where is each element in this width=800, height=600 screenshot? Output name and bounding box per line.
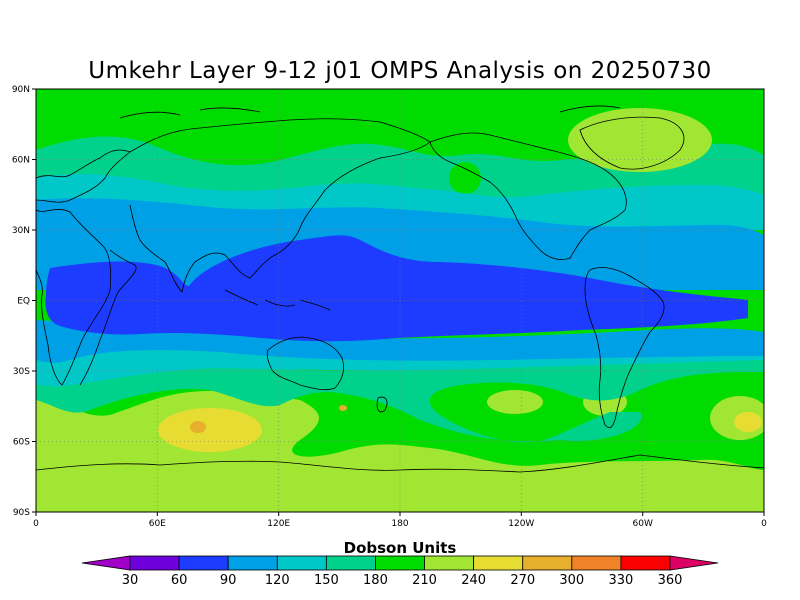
colorbar-swatch <box>571 555 622 571</box>
coastline-arctic-islands <box>119 105 621 119</box>
coastline-north-america <box>429 132 627 260</box>
colorbar-swatch <box>620 555 671 571</box>
coastline-new-zealand <box>376 396 388 413</box>
coastline-africa-europe <box>36 209 112 386</box>
field-band-240-270-blob <box>158 408 262 452</box>
field-band-180-210-blob <box>449 162 481 194</box>
field-band-270-300-blob <box>190 421 206 433</box>
coastline-asia <box>129 118 431 293</box>
lon-label: 0 <box>761 519 767 529</box>
colorbar-labels: 30 60 90 120 150 180 210 240 270 300 330 360 <box>122 573 683 588</box>
colorbar-level-label: 360 <box>658 573 683 588</box>
colorbar-swatch <box>227 555 278 571</box>
colorbar-swatch <box>522 555 573 571</box>
latitude-labels: 90N 60N 30N EQ 30S 60S 90S <box>12 85 30 518</box>
colorbar-max-arrow <box>669 555 719 571</box>
colorbar-level-label: 270 <box>510 573 535 588</box>
field-band-210-240-blob <box>568 108 712 172</box>
lat-label: 60S <box>13 438 30 448</box>
field-band-240-270-blob <box>734 412 762 432</box>
lat-label: 30N <box>12 226 30 236</box>
field-band-270-300-blob <box>339 405 347 411</box>
colorbar-level-label: 300 <box>559 573 584 588</box>
field-band-150-180-north <box>36 136 764 200</box>
colorbar-swatch <box>178 555 229 571</box>
coastline-australia <box>266 336 344 391</box>
colorbar-level-label: 30 <box>122 573 139 588</box>
colorbar-level-label: 240 <box>461 573 486 588</box>
colorbar-title: Dobson Units <box>344 539 457 557</box>
lat-label: 90N <box>12 85 30 95</box>
colorbar-swatch <box>276 555 327 571</box>
colorbar-swatch <box>129 555 180 571</box>
colorbar-level-label: 330 <box>608 573 633 588</box>
map-gridlines <box>36 89 764 512</box>
coastlines <box>36 105 764 473</box>
lon-label: 0 <box>33 519 39 529</box>
colorbar-swatch <box>375 555 425 571</box>
colorbar-level-label: 60 <box>171 573 188 588</box>
lat-label: 90S <box>13 508 30 518</box>
lat-label: 30S <box>13 367 30 377</box>
colorbar-swatch <box>473 555 524 571</box>
colorbar-level-label: 90 <box>220 573 237 588</box>
colorbar-level-label: 150 <box>314 573 339 588</box>
lon-label: 120W <box>508 519 534 529</box>
field-band-210-240-blob <box>487 390 543 414</box>
lon-label: 120E <box>267 519 290 529</box>
lat-label: 60N <box>12 156 30 166</box>
colorbar <box>81 555 719 571</box>
lon-label: 60W <box>633 519 653 529</box>
coastline-greenland <box>579 116 685 170</box>
longitude-labels: 0 60E 120E 180 120W 60W 0 <box>33 519 767 529</box>
coastline-maritime-asia <box>224 289 331 311</box>
lon-label: 60E <box>149 519 166 529</box>
colorbar-level-label: 210 <box>412 573 437 588</box>
axis-ticks <box>32 88 765 516</box>
lat-label: EQ <box>17 297 30 307</box>
colorbar-swatch <box>424 555 475 571</box>
field-band-60-90-equatorial <box>45 235 748 342</box>
colorbar-swatch <box>325 555 376 571</box>
colorbar-level-label: 180 <box>363 573 388 588</box>
map-title: Umkehr Layer 9-12 j01 OMPS Analysis on 2… <box>88 58 711 84</box>
colorbar-level-label: 120 <box>265 573 290 588</box>
coastline-africa-east <box>79 249 137 386</box>
lon-label: 180 <box>391 519 408 529</box>
ozone-field <box>36 89 764 512</box>
coastline-south-america <box>584 267 665 429</box>
colorbar-min-arrow <box>81 555 131 571</box>
